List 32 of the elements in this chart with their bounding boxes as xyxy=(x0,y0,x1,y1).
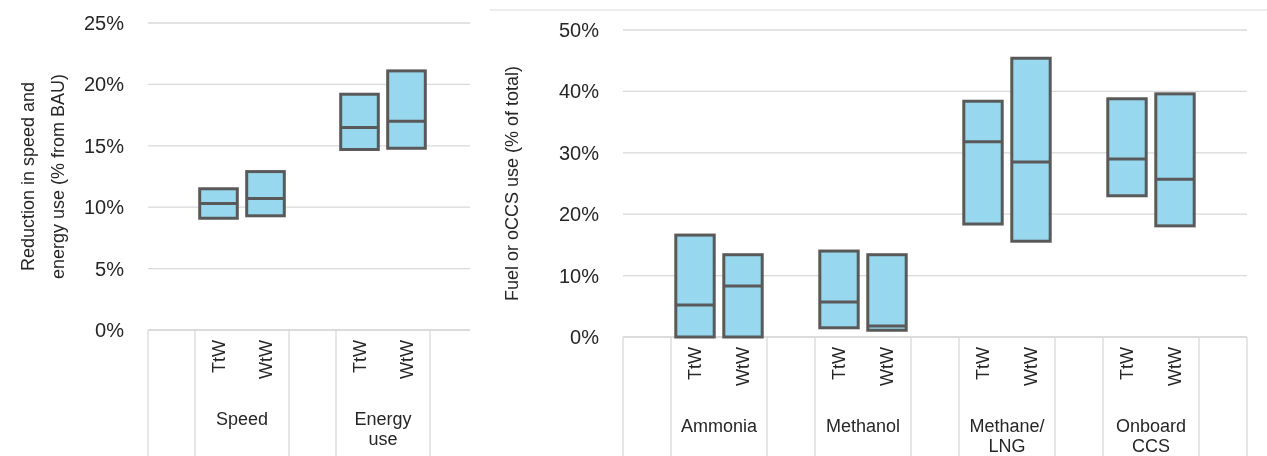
text: Methane/ LNG xyxy=(969,416,1045,456)
y-tick-label: 20% xyxy=(558,203,600,226)
y-tick-label: 50% xyxy=(558,18,600,41)
y-tick-label: 5% xyxy=(95,257,125,280)
y-tick-label: 40% xyxy=(558,80,600,103)
y-axis-title: Reduction in speed and energy use (% from BAU) xyxy=(18,73,68,280)
y-axis-title: Fuel or oCCS use (% of total) xyxy=(502,65,522,302)
x-tick-label: WtW xyxy=(733,346,754,386)
y-tick-label: 15% xyxy=(83,134,125,157)
y-tick-label: 20% xyxy=(83,73,125,96)
x-tick-label: TtW xyxy=(349,340,370,373)
x-tick-label: WtW xyxy=(1165,346,1186,386)
x-tick-label: WtW xyxy=(396,339,417,379)
x-tick-label: TtW xyxy=(208,340,229,373)
x-tick-label: WtW xyxy=(877,346,898,386)
text: Energy use xyxy=(354,409,412,449)
text: Speed xyxy=(215,409,269,429)
y-tick-label: 25% xyxy=(83,11,125,34)
y-tick-label: 10% xyxy=(558,264,600,287)
x-tick-label: TtW xyxy=(973,347,994,380)
y-tick-label: 10% xyxy=(83,196,125,219)
y-tick-label: 30% xyxy=(558,141,600,164)
text: Onboard CCS xyxy=(1115,416,1187,456)
y-tick-label: 0% xyxy=(570,325,600,348)
x-tick-label: TtW xyxy=(1117,347,1138,380)
x-tick-label: WtW xyxy=(255,339,276,379)
text: Methanol xyxy=(825,416,901,436)
x-tick-label: WtW xyxy=(1021,346,1042,386)
y-tick-label: 0% xyxy=(95,318,125,341)
text: Ammonia xyxy=(680,416,758,436)
x-tick-label: TtW xyxy=(685,347,706,380)
x-tick-label: TtW xyxy=(829,347,850,380)
